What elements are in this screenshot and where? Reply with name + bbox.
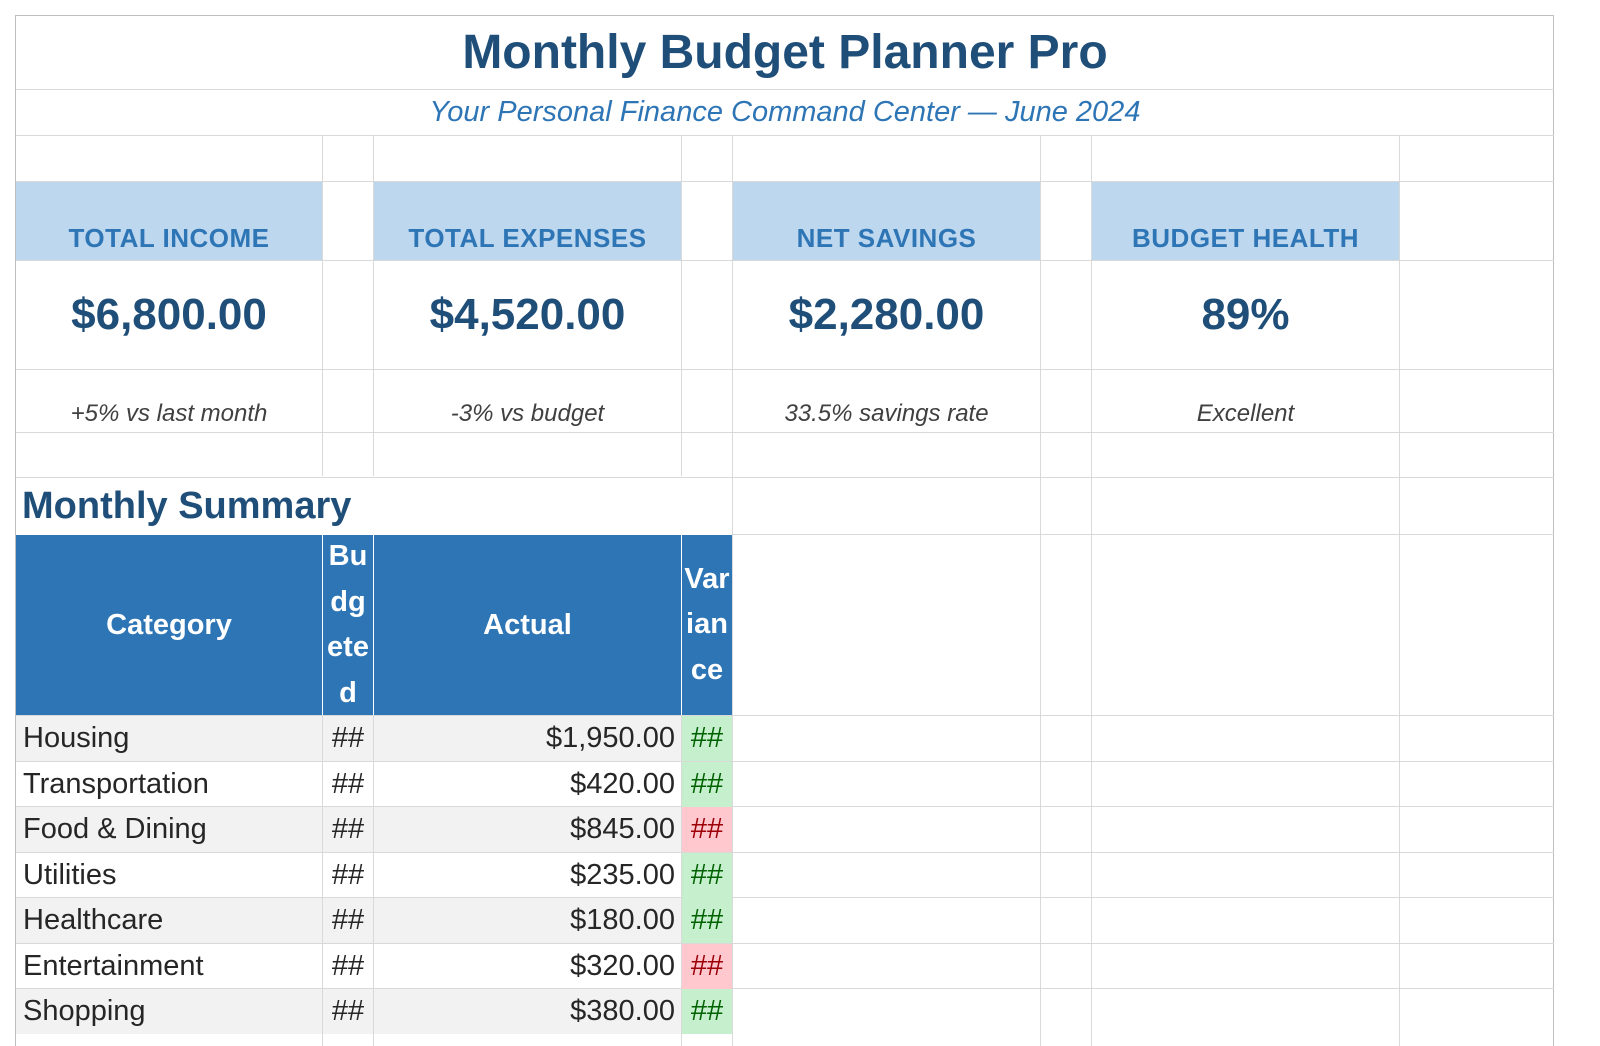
gridline (322, 716, 323, 1046)
kpi-label-total-income[interactable]: TOTAL INCOME (16, 182, 322, 260)
cell-actual[interactable]: $380.00 (374, 989, 681, 1034)
gridline (16, 988, 1554, 989)
kpi-note-total-income[interactable]: +5% vs last month (70, 400, 268, 427)
kpi-note-total-expenses[interactable]: -3% vs budget (450, 400, 605, 427)
column-header-actual[interactable]: Actual (374, 535, 681, 715)
cell-variance[interactable]: ## (682, 989, 732, 1034)
column-header-category[interactable]: Category (16, 535, 322, 715)
kpi-value-net-savings[interactable]: $2,280.00 (788, 290, 985, 339)
column-header-variance[interactable]: Variance (682, 535, 732, 715)
cell-budgeted[interactable]: ## (331, 950, 365, 982)
kpi-label-budget-health[interactable]: BUDGET HEALTH (1092, 182, 1399, 260)
gridline (373, 716, 374, 1046)
page-subtitle[interactable]: Your Personal Finance Command Center — J… (429, 96, 1141, 128)
cell-budgeted[interactable]: ## (323, 898, 373, 943)
gridline (373, 136, 374, 476)
gridline (16, 715, 1554, 716)
cell-variance[interactable]: ## (682, 807, 732, 852)
cell-category[interactable]: Transportation (23, 768, 209, 800)
gridline (16, 477, 1554, 478)
gridline (1091, 136, 1092, 1046)
gridline (16, 432, 1554, 433)
cell-category[interactable]: Food & Dining (16, 807, 322, 852)
cell-category[interactable]: Shopping (16, 989, 322, 1034)
kpi-label-total-expenses[interactable]: TOTAL EXPENSES (374, 182, 681, 260)
kpi-value-total-expenses[interactable]: $4,520.00 (429, 290, 626, 339)
gridline (1399, 136, 1400, 1046)
column-header-budgeted[interactable]: Budgeted (323, 535, 373, 715)
gridline (16, 897, 1554, 898)
cell-variance[interactable]: ## (682, 944, 732, 989)
grid-border-left (15, 15, 16, 1046)
gridline (16, 369, 1554, 370)
cell-actual[interactable]: $845.00 (374, 807, 681, 852)
gridline (16, 89, 1554, 90)
cell-category[interactable]: Utilities (23, 859, 117, 891)
kpi-label-net-savings[interactable]: NET SAVINGS (733, 182, 1040, 260)
cell-actual[interactable]: $1,950.00 (374, 716, 681, 761)
cell-budgeted[interactable]: ## (323, 807, 373, 852)
kpi-note-net-savings[interactable]: 33.5% savings rate (784, 400, 989, 427)
gridline (16, 761, 1554, 762)
gridline (1040, 136, 1041, 1046)
gridline (733, 534, 1554, 535)
gridline (322, 136, 323, 476)
kpi-value-total-income[interactable]: $6,800.00 (71, 290, 267, 339)
gridline (16, 260, 1554, 261)
cell-actual[interactable]: $180.00 (374, 898, 681, 943)
cell-budgeted[interactable]: ## (323, 989, 373, 1034)
cell-budgeted[interactable]: ## (323, 716, 373, 761)
kpi-note-budget-health[interactable]: Excellent (1196, 400, 1295, 427)
cell-variance[interactable]: ## (682, 898, 732, 943)
gridline (16, 806, 1554, 807)
section-heading-monthly-summary[interactable]: Monthly Summary (22, 484, 352, 527)
cell-category[interactable]: Healthcare (16, 898, 322, 943)
page-title[interactable]: Monthly Budget Planner Pro (462, 26, 1108, 79)
gridline (16, 181, 1554, 182)
gridline (16, 943, 1554, 944)
gridline (16, 135, 1554, 136)
cell-category[interactable]: Entertainment (23, 950, 204, 982)
cell-actual[interactable]: $235.00 (570, 859, 675, 891)
cell-actual[interactable]: $420.00 (570, 768, 675, 800)
grid-border-right (1553, 15, 1554, 1046)
cell-variance[interactable]: ## (682, 762, 732, 807)
cell-category[interactable]: Housing (16, 716, 322, 761)
gridline (681, 136, 682, 476)
gridline (681, 716, 682, 1046)
kpi-value-budget-health[interactable]: 89% (1201, 290, 1290, 339)
cell-actual[interactable]: $320.00 (570, 950, 675, 982)
gridline (732, 136, 733, 1046)
grid-border-top (15, 15, 1554, 16)
cell-variance[interactable]: ## (682, 716, 732, 761)
cell-budgeted[interactable]: ## (331, 859, 365, 891)
gridline (16, 852, 1554, 853)
cell-budgeted[interactable]: ## (331, 768, 365, 800)
cell-variance[interactable]: ## (682, 853, 732, 898)
